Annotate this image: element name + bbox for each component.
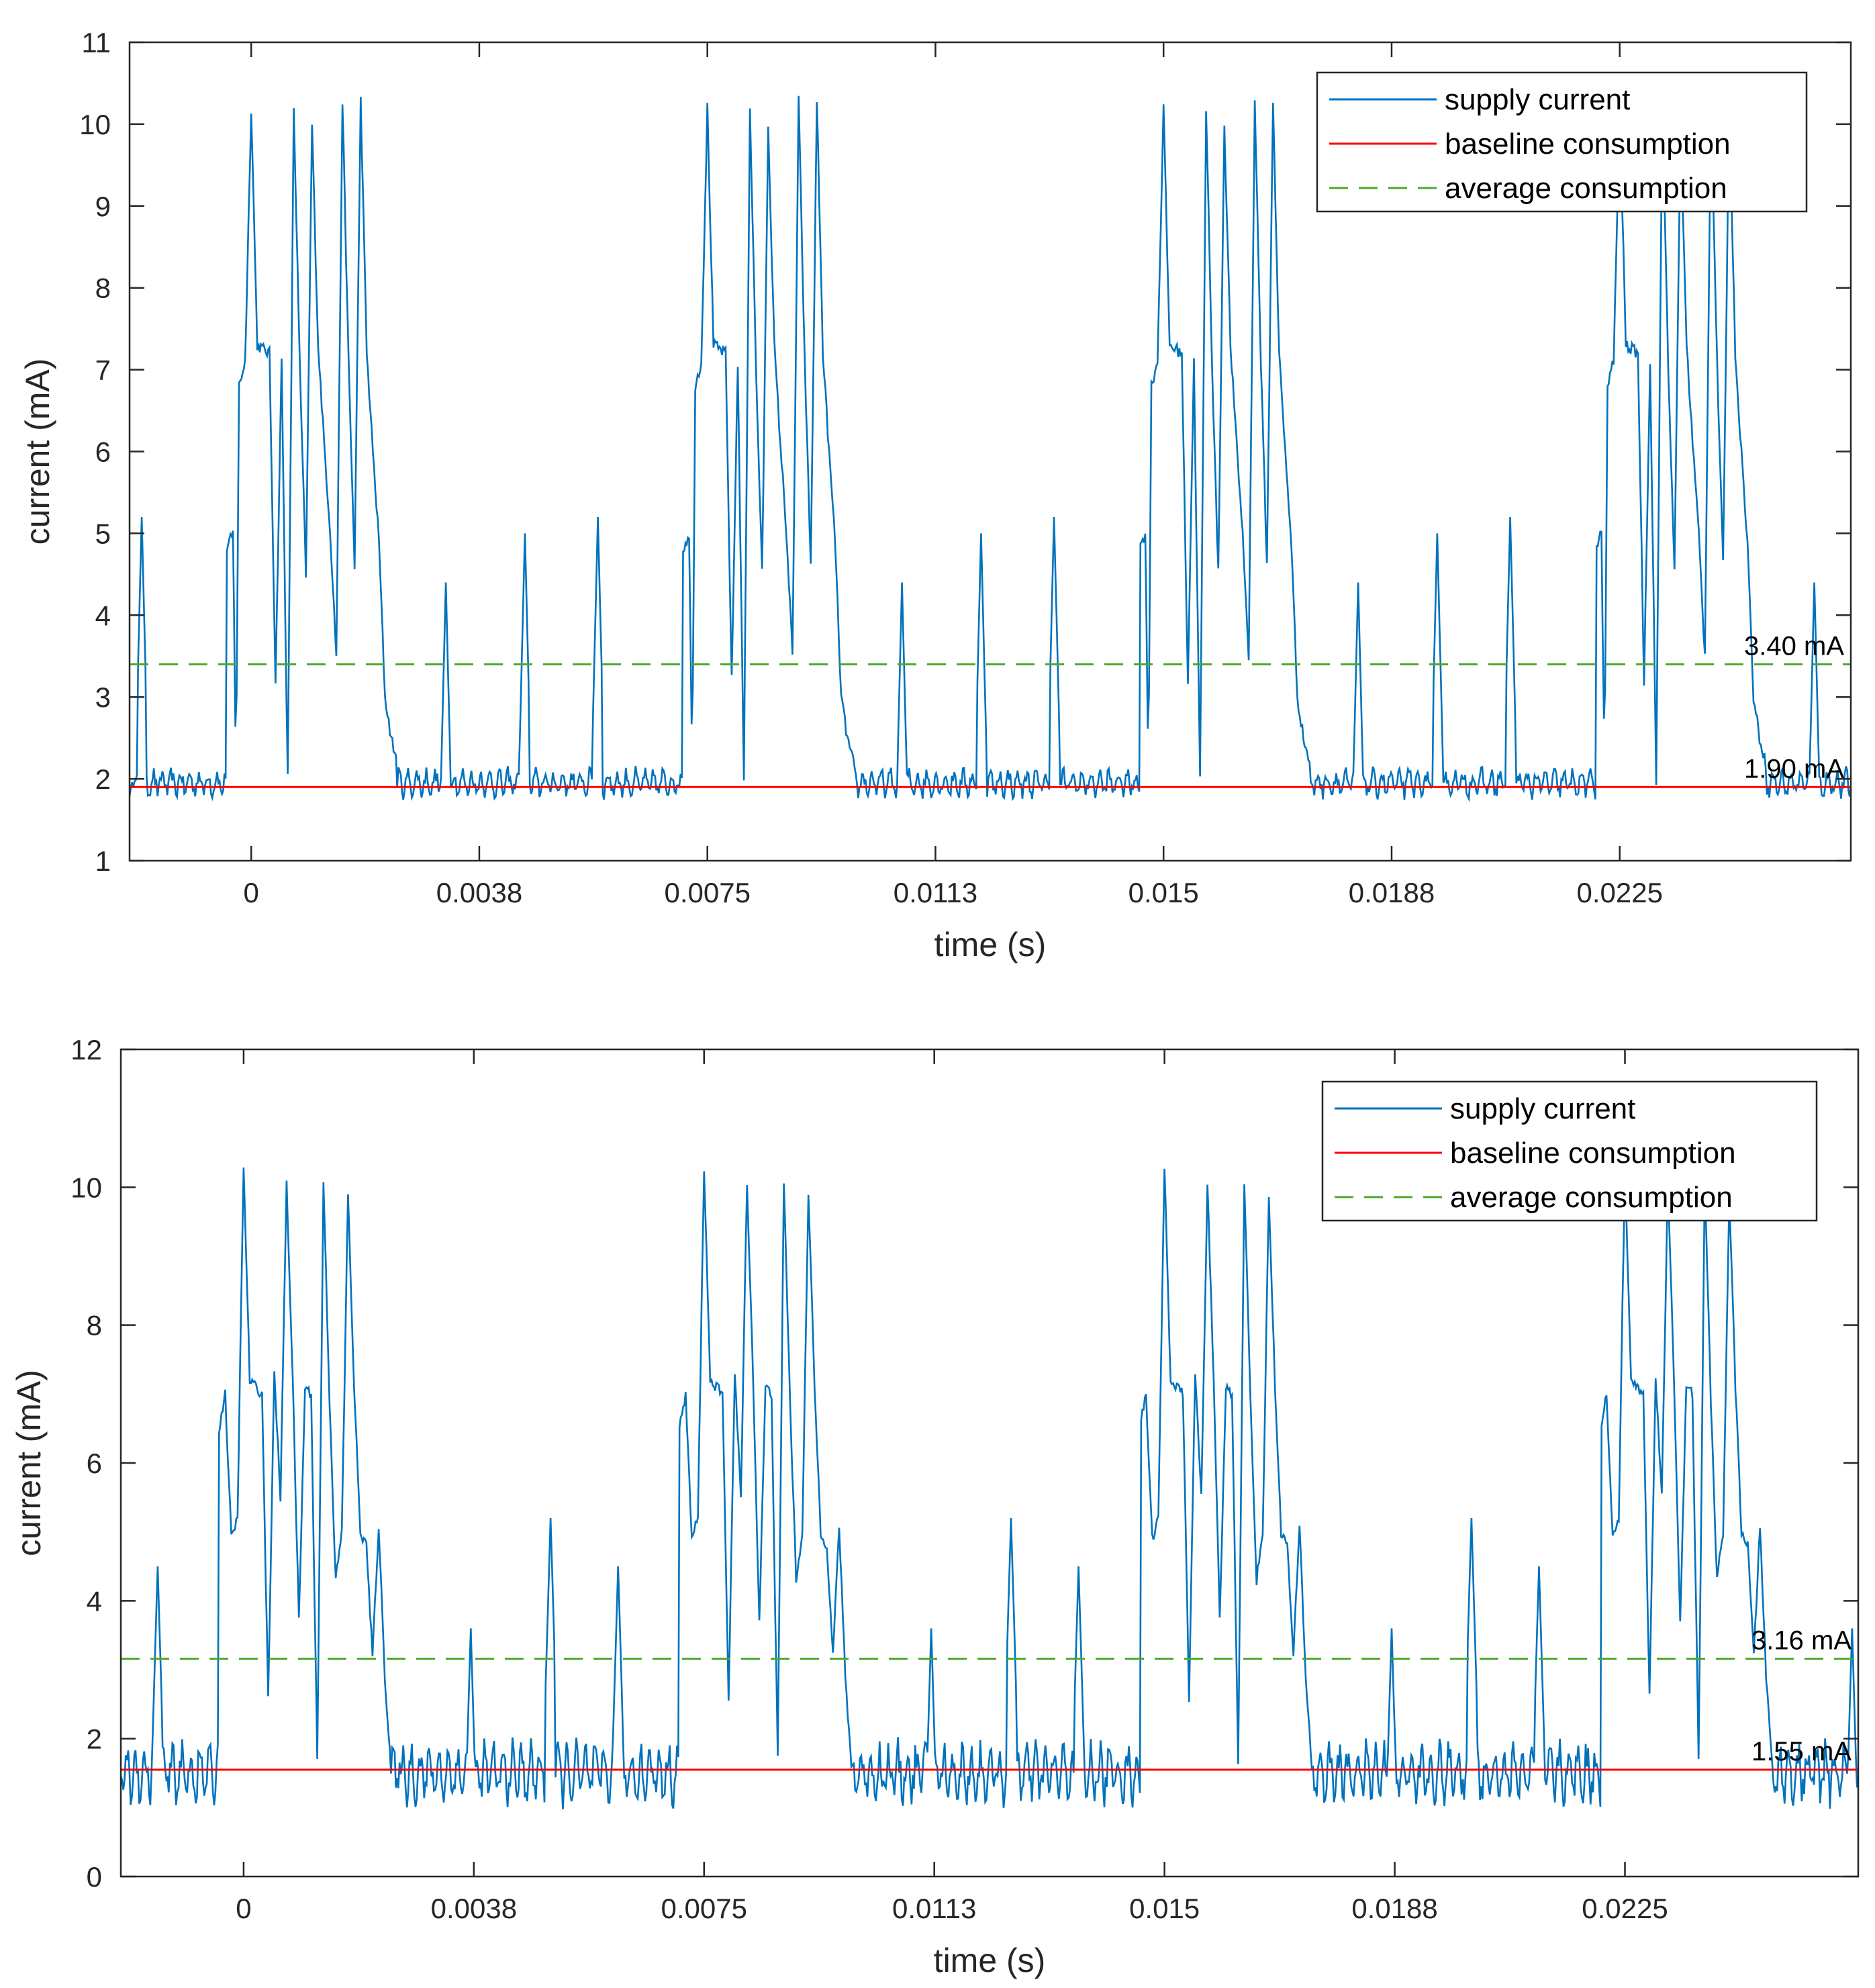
- y-tick-label: 4: [95, 600, 111, 631]
- y-tick-label: 2: [95, 763, 111, 795]
- chart-2: 3.16 mA 1.55 mA 0 2 4 6 8 10 12 0 0.0038 0.0075 0.01…: [10, 1034, 1860, 1979]
- x-tick-label: 0.0075: [661, 1893, 747, 1924]
- y-tick-label: 2: [87, 1723, 102, 1755]
- legend-label: baseline consumption: [1450, 1137, 1736, 1170]
- x-tick-label: 0.015: [1129, 1893, 1200, 1924]
- x-tick-label: 0: [236, 1893, 251, 1924]
- y-tick-label: 4: [87, 1585, 102, 1617]
- x-tick-label: 0.0225: [1582, 1893, 1668, 1924]
- y-tick-label: 6: [95, 436, 111, 468]
- x-tick-label: 0.0188: [1351, 1893, 1437, 1924]
- legend-label: average consumption: [1445, 172, 1727, 205]
- average-annotation: 3.16 mA: [1751, 1626, 1852, 1656]
- baseline-annotation: 1.55 mA: [1751, 1737, 1852, 1766]
- y-tick-label: 5: [95, 518, 111, 549]
- x-tick-label: 0.0075: [664, 877, 750, 908]
- y-tick-label: 7: [95, 354, 111, 386]
- x-tick-label: 0.0113: [894, 877, 977, 908]
- y-tick-label: 11: [81, 27, 111, 58]
- y-tick-label: 10: [79, 109, 111, 140]
- x-axis-label: time (s): [934, 926, 1047, 963]
- legend-label: average consumption: [1450, 1181, 1733, 1214]
- x-tick-label: 0.0113: [892, 1893, 976, 1924]
- chart-1: 3.40 mA 1.90 mA 1 2 3 4 5 6 7 8 9 10 11 0 0.0038 0.0075…: [19, 27, 1852, 963]
- y-tick-label: 0: [87, 1861, 102, 1893]
- x-tick-label: 0.0225: [1576, 877, 1662, 908]
- x-tick-label: 0.0038: [436, 877, 522, 908]
- legend: supply current baseline consumption averag…: [1316, 71, 1808, 213]
- x-tick-label: 0.0188: [1349, 877, 1435, 908]
- baseline-annotation: 1.90 mA: [1744, 754, 1844, 784]
- x-tick-label: 0.0038: [431, 1893, 517, 1924]
- x-tick-label: 0.015: [1128, 877, 1199, 908]
- y-tick-label: 8: [95, 273, 111, 304]
- y-tick-label: 3: [95, 681, 111, 713]
- legend-label: baseline consumption: [1445, 128, 1731, 160]
- y-axis-label: current (mA): [19, 359, 56, 545]
- supply-current-line: [121, 1163, 1858, 1809]
- legend: supply current baseline consumption averag…: [1321, 1080, 1818, 1222]
- x-tick-label: 0: [244, 877, 259, 908]
- supply-current-line: [130, 95, 1851, 802]
- x-axis-label: time (s): [934, 1942, 1046, 1979]
- y-axis-label: current (mA): [10, 1370, 48, 1556]
- y-tick-label: 12: [70, 1034, 102, 1066]
- y-tick-label: 8: [87, 1310, 102, 1341]
- y-tick-label: 10: [70, 1172, 102, 1203]
- y-tick-label: 6: [87, 1448, 102, 1479]
- y-tick-label: 1: [95, 845, 111, 877]
- legend-label: supply current: [1450, 1092, 1635, 1125]
- average-annotation: 3.40 mA: [1744, 631, 1844, 661]
- y-tick-label: 9: [95, 191, 111, 222]
- legend-label: supply current: [1445, 83, 1630, 116]
